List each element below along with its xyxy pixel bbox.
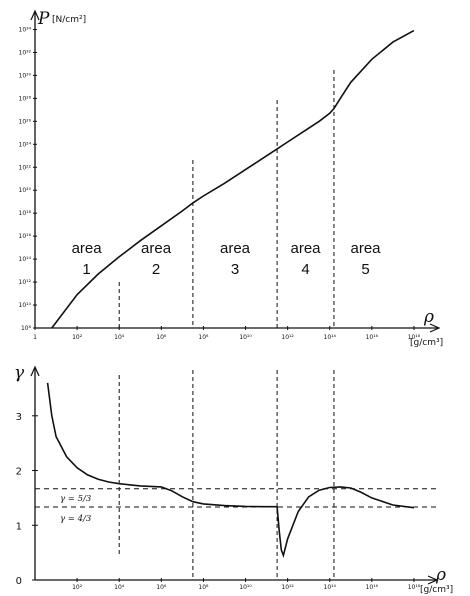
pressure-x-tick-label: 10⁴ — [114, 334, 125, 341]
gamma-y-tick-label: 2 — [16, 467, 22, 478]
density-axis-symbol-bottom: ρ — [435, 565, 446, 585]
gamma-x-tick-label: 10¹⁶ — [366, 584, 379, 591]
gamma-y-arrow — [30, 365, 40, 377]
area-label-word: area — [351, 240, 382, 257]
gamma-reference-label: γ = 5/3 — [60, 494, 91, 504]
area-label-number: 1 — [82, 261, 90, 278]
gamma-x-tick-label: 10⁶ — [156, 584, 167, 591]
pressure-x-tick-label: 10¹⁰ — [239, 334, 252, 341]
area-label-number: 2 — [152, 261, 160, 278]
pressure-x-arrow — [429, 323, 441, 333]
density-axis-unit-bottom: [g/cm³] — [420, 585, 453, 595]
gamma-reference-label: γ = 4/3 — [60, 514, 91, 524]
pressure-x-tick-label: 10¹⁶ — [366, 334, 379, 341]
area-label-word: area — [141, 240, 172, 257]
pressure-x-tick-label: 10⁶ — [156, 334, 167, 341]
area-label-number: 5 — [361, 261, 369, 278]
pressure-chart: P [N/cm²] ρ [g/cm³] 10⁸ 10¹⁰ 10¹² 10¹⁴ 10¹⁶ 1… — [19, 9, 444, 348]
pressure-y-arrow — [30, 9, 40, 21]
pressure-curve — [51, 29, 415, 329]
pressure-y-tick-label: 10¹² — [19, 279, 32, 286]
area-label-word: area — [220, 240, 251, 257]
pressure-y-tick-label: 10²⁰ — [19, 187, 32, 194]
pressure-y-tick-label: 10³² — [19, 49, 32, 56]
area-label-word: area — [291, 240, 322, 257]
gamma-x-tick-label: 10¹⁸ — [408, 584, 421, 591]
pressure-axis-unit: [N/cm²] — [52, 15, 86, 25]
gamma-x-tick-label: 10¹⁴ — [324, 584, 337, 591]
pressure-x-tick-label: 10¹⁸ — [408, 334, 421, 341]
area-label-number: 3 — [231, 261, 239, 278]
gamma-x-tick-label: 10¹⁰ — [239, 584, 252, 591]
density-axis-unit-top: [g/cm³] — [410, 338, 443, 348]
gamma-x-tick-label: 10⁴ — [114, 584, 125, 591]
pressure-x-tick-label: 10² — [72, 334, 83, 341]
gamma-y-tick-label: 0 — [16, 576, 22, 587]
pressure-y-tick-label: 10²⁴ — [19, 141, 32, 148]
gamma-x-tick-label: 10⁸ — [198, 584, 209, 591]
pressure-y-tick-label: 10¹⁴ — [19, 256, 32, 263]
pressure-y-tick-label: 10³⁰ — [19, 72, 32, 79]
pressure-y-tick-label: 10²⁸ — [19, 95, 32, 102]
gamma-y-tick-label: 1 — [16, 521, 22, 532]
pressure-y-tick-label: 10¹⁸ — [19, 210, 32, 217]
pressure-x-tick-label: 1 — [33, 334, 37, 341]
area-label-number: 4 — [301, 261, 309, 278]
pressure-y-tick-label: 10³⁴ — [19, 26, 32, 33]
pressure-y-tick-label: 10²⁶ — [19, 118, 32, 125]
pressure-y-tick-label: 10²² — [19, 164, 32, 171]
gamma-x-tick-label: 10² — [72, 584, 83, 591]
gamma-chart: γ ρ [g/cm³] 0 1 2 3 10² 10⁴ 10⁶ 10⁸ 10¹⁰ 10¹² 10¹… — [14, 363, 453, 595]
pressure-x-tick-label: 10⁸ — [198, 334, 209, 341]
gamma-x-tick-label: 10¹² — [281, 584, 294, 591]
gamma-curve — [46, 382, 415, 559]
density-axis-symbol-top: ρ — [423, 307, 434, 327]
pressure-y-tick-label: 10⁸ — [21, 325, 32, 332]
pressure-x-tick-label: 10¹⁴ — [324, 334, 337, 341]
area-label-word: area — [72, 240, 103, 257]
pressure-axis-symbol: P — [37, 9, 50, 29]
pressure-x-tick-label: 10¹² — [281, 334, 294, 341]
pressure-y-tick-label: 10¹⁶ — [19, 233, 32, 240]
gamma-x-arrow — [427, 575, 439, 585]
gamma-axis-symbol: γ — [14, 363, 25, 383]
gamma-y-tick-label: 3 — [16, 412, 22, 423]
pressure-y-tick-label: 10¹⁰ — [19, 302, 32, 309]
